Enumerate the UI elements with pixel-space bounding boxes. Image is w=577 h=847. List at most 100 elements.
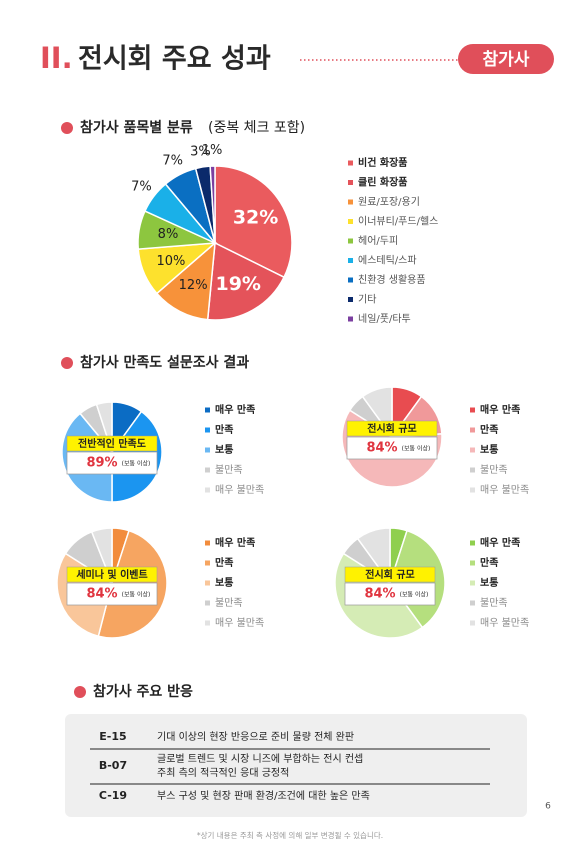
legend-label: 보통 — [215, 444, 233, 456]
summary-title: 전반적인 만족도 — [78, 437, 146, 450]
legend-swatch — [348, 160, 353, 166]
summary-box — [346, 436, 438, 460]
legend-swatch — [205, 600, 210, 606]
legend-swatch — [470, 580, 475, 586]
slice-label: 3% — [190, 144, 211, 159]
reaction-code: C-19 — [99, 789, 127, 802]
summary-box — [66, 582, 158, 606]
legend-swatch — [348, 180, 353, 185]
pie-slice — [155, 241, 216, 321]
legend-swatch — [470, 540, 475, 546]
legend-label: 원료/포장/용기 — [358, 196, 420, 208]
legend-label: 매우 만족 — [480, 403, 520, 416]
summary-value: 84% — [366, 441, 397, 456]
section-title: 참가사 주요 반응 — [93, 683, 193, 700]
reaction-text: 부스 구성 및 현장 판매 환경/조건에 대한 높은 만족 — [157, 789, 370, 802]
summary-note: (보통 이상) — [402, 445, 431, 453]
summary-note: (보통 이상) — [122, 460, 151, 468]
legend-swatch — [470, 467, 475, 473]
legend-swatch — [470, 407, 475, 413]
legend-label: 비건 화장품 — [358, 156, 407, 169]
footnote: *상기 내용은 주최 측 사정에 의해 일부 변경될 수 있습니다. — [197, 830, 383, 840]
slice-label: 12% — [179, 278, 208, 293]
slice-label: 8% — [158, 227, 179, 242]
legend-swatch — [348, 258, 353, 263]
legend-swatch — [470, 600, 475, 606]
summary-title-box — [344, 566, 436, 583]
summary-title: 세미나 및 이벤트 — [76, 568, 147, 581]
reaction-text: 글로벌 트렌드 및 시장 니즈에 부합하는 전시 컨셉 — [157, 752, 363, 765]
bullet — [61, 122, 73, 134]
legend-label: 불만족 — [215, 464, 243, 476]
section-title: 참가사 만족도 설문조사 결과 — [80, 354, 249, 371]
summary-title-box — [346, 420, 438, 437]
bullet — [61, 357, 73, 369]
reaction-text: 기대 이상의 현장 반응으로 준비 물량 전체 완판 — [157, 731, 354, 743]
reaction-code: B-07 — [99, 759, 127, 772]
slice-label: 19% — [215, 273, 260, 295]
header-number: II. — [40, 41, 73, 75]
page-number: 6 — [545, 802, 551, 812]
legend-label: 매우 만족 — [215, 403, 255, 416]
legend-swatch — [470, 620, 475, 626]
legend-label: 불만족 — [215, 597, 243, 609]
legend-swatch — [470, 487, 475, 493]
section-title: 참가사 품목별 분류 — [80, 119, 193, 136]
legend-label: 네일/풋/타투 — [358, 313, 411, 325]
reaction-code: E-15 — [99, 730, 126, 743]
legend-label: 만족 — [215, 556, 233, 569]
legend-label: 보통 — [215, 577, 233, 589]
summary-box — [66, 451, 158, 475]
legend-label: 불만족 — [480, 597, 508, 609]
legend-swatch — [205, 407, 210, 413]
legend-label: 에스테틱/스파 — [358, 255, 417, 267]
slice-label: 10% — [157, 254, 186, 269]
legend-swatch — [348, 316, 353, 322]
pie-slice — [206, 241, 285, 321]
legend-swatch — [348, 297, 353, 302]
legend-label: 매우 만족 — [215, 536, 255, 549]
slice-label: 7% — [162, 153, 183, 168]
reaction-box — [65, 714, 527, 817]
legend-swatch — [205, 427, 210, 433]
legend-label: 만족 — [480, 423, 498, 436]
summary-value: 84% — [86, 587, 117, 602]
legend-swatch — [205, 487, 210, 493]
header-title: 전시회 주요 성과 — [78, 44, 271, 75]
legend-label: 친환경 생활용품 — [358, 273, 426, 286]
legend-swatch — [348, 277, 353, 283]
legend-swatch — [205, 447, 210, 453]
section-subtitle: (중복 체크 포함) — [208, 120, 305, 136]
slice-label: 1% — [202, 143, 223, 158]
bullet — [74, 686, 86, 698]
legend-label: 만족 — [480, 556, 498, 569]
summary-title: 전시회 규모 — [367, 422, 416, 435]
legend-swatch — [205, 560, 210, 566]
legend-swatch — [348, 219, 353, 224]
badge-text: 참가사 — [483, 49, 530, 70]
slice-label: 32% — [233, 206, 278, 228]
badge — [458, 44, 554, 74]
legend-label: 불만족 — [480, 464, 508, 476]
legend-swatch — [348, 199, 353, 205]
reaction-text: 주최 측의 적극적인 응대 긍정적 — [157, 767, 289, 779]
pie-slice — [209, 165, 216, 244]
pie-slice — [214, 165, 293, 279]
legend-swatch — [348, 238, 353, 244]
summary-value: 84% — [364, 587, 395, 602]
legend-label: 기타 — [358, 294, 376, 306]
legend-swatch — [470, 560, 475, 566]
legend-label: 매우 불만족 — [215, 617, 264, 629]
legend-label: 클린 화장품 — [358, 176, 407, 189]
legend-label: 보통 — [480, 444, 498, 456]
legend-label: 이너뷰티/푸드/헬스 — [358, 216, 438, 228]
summary-box — [344, 582, 436, 606]
legend-label: 매우 만족 — [480, 536, 520, 549]
summary-value: 89% — [86, 456, 117, 471]
legend-label: 매우 불만족 — [215, 484, 264, 496]
summary-title-box — [66, 435, 158, 452]
summary-note: (보통 이상) — [122, 591, 151, 599]
legend-label: 헤어/두피 — [358, 235, 398, 247]
legend-swatch — [205, 580, 210, 586]
